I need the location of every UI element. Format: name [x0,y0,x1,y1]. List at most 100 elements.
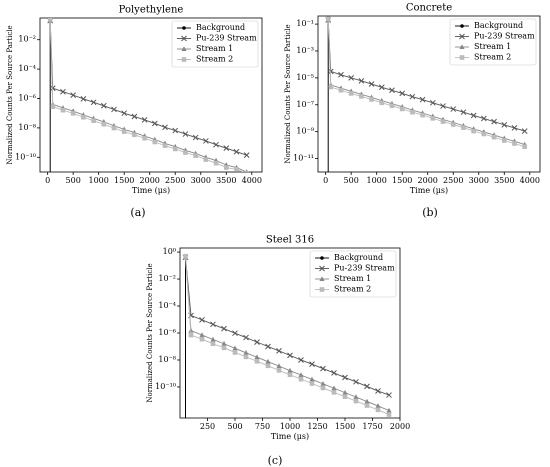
legend-label: Stream 2 [334,285,371,294]
marker [254,358,260,364]
marker [265,358,271,364]
legend-marker [319,287,325,292]
marker [232,345,238,351]
y-axis-label: Normalized Counts Per Source Particle [284,24,292,163]
legend-marker [320,256,324,260]
y-tick-label: 10⁻⁸ [158,355,176,364]
marker [419,96,426,103]
marker [49,85,56,92]
legend-marker [459,33,465,40]
marker [203,138,209,144]
marker [331,370,337,376]
marker [152,139,158,145]
marker [521,128,528,134]
marker [142,135,147,141]
marker [331,390,337,395]
marker [199,332,205,338]
marker [81,114,86,120]
marker [348,75,355,81]
marker [440,119,446,124]
marker [243,354,249,360]
marker [364,403,370,408]
marker [90,99,97,106]
marker [131,113,138,120]
marker [399,106,405,112]
marker [254,339,260,345]
marker [298,376,304,382]
marker [359,94,364,99]
marker [193,153,198,158]
marker [111,125,117,131]
plot-frame [39,17,263,173]
marker [378,84,385,91]
marker [121,129,127,134]
x-tick-label: 500 [344,176,359,185]
marker [353,378,359,385]
y-tick-label: 10⁻⁷ [296,100,314,109]
legend-label: Pu-239 Stream [334,264,395,273]
marker [223,145,230,151]
x-tick-label: 1000 [367,176,387,185]
marker [420,112,425,118]
marker [213,160,219,166]
marker [399,90,406,97]
marker [162,124,168,131]
marker [386,392,392,398]
x-tick-label: 2500 [165,176,185,185]
caption: (a) [130,206,145,219]
marker [375,388,381,394]
marker [221,325,227,332]
marker [386,412,392,417]
marker [353,398,359,404]
x-tick-label: 1000 [89,176,109,185]
x-tick-label: 750 [255,422,270,431]
marker [276,348,282,354]
legend-box [309,250,397,298]
marker [232,330,238,337]
marker [183,253,188,259]
y-axis-label: Normalized Counts Per Source Particle [146,263,154,402]
x-tick-label: 1500 [392,176,412,185]
marker [80,95,87,102]
marker [141,117,148,123]
y-tick-label: 10⁻¹ [296,19,314,28]
x-tick-label: 2500 [443,176,463,185]
marker [471,128,476,134]
legend-box [171,20,259,68]
x-tick-label: 1000 [280,422,300,431]
marker [70,92,77,98]
x-tick-label: 1500 [114,176,134,185]
marker [265,343,271,350]
marker [223,165,229,170]
legend-marker [181,35,187,42]
x-axis-label: Time (μs) [132,186,170,195]
marker [409,93,416,100]
x-tick-label: 4000 [520,176,540,185]
marker [276,363,282,369]
marker [491,118,497,125]
y-tick-label: 10⁻¹⁰ [155,382,176,391]
marker [491,134,497,140]
marker [501,138,507,143]
marker [244,171,249,172]
plot-frame [317,15,541,173]
legend-box [449,18,537,66]
marker [234,167,239,172]
marker [481,131,487,137]
marker [320,365,326,372]
marker [91,118,96,123]
x-tick-label: 3500 [494,176,514,185]
x-tick-label: 2000 [390,422,410,431]
marker [132,132,137,138]
marker [233,148,240,155]
marker [470,112,477,119]
y-tick-label: 10⁻⁹ [296,127,314,136]
marker [440,103,446,109]
legend-label: Stream 1 [474,42,511,51]
y-tick-label: 10⁻⁴ [158,301,176,310]
marker [298,372,304,378]
marker [369,97,374,102]
marker [342,394,348,399]
y-tick-label: 10⁻² [158,274,176,283]
marker [375,403,381,408]
